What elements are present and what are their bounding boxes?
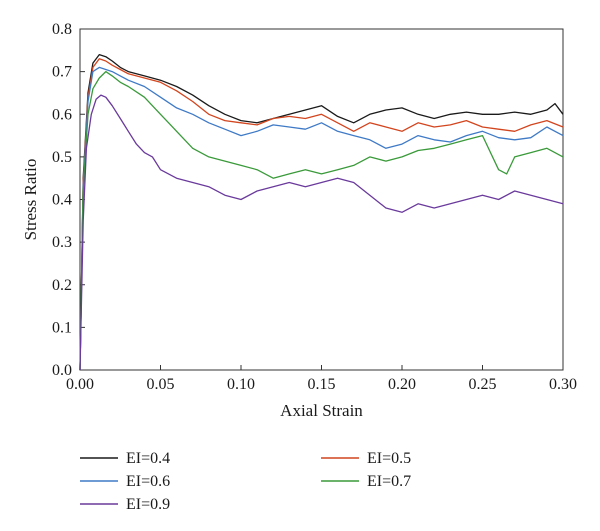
x-tick-label: 0.10 xyxy=(227,376,255,393)
legend-label: EI=0.9 xyxy=(126,496,170,513)
y-axis-title: Stress Ratio xyxy=(21,159,40,241)
y-tick-label: 0.8 xyxy=(52,21,72,38)
legend-label: EI=0.6 xyxy=(126,473,170,490)
y-tick-label: 0.3 xyxy=(52,234,72,251)
x-tick-label: 0.00 xyxy=(66,376,94,393)
y-tick-label: 0.0 xyxy=(52,362,72,379)
x-tick-label: 0.30 xyxy=(549,376,577,393)
legend-label: EI=0.5 xyxy=(367,450,411,467)
y-tick-label: 0.6 xyxy=(52,106,72,123)
legend-item: EI=0.7 xyxy=(321,473,411,490)
x-tick-label: 0.20 xyxy=(388,376,416,393)
series-line-ei-0-9 xyxy=(79,94,564,371)
y-tick-label: 0.1 xyxy=(52,319,72,336)
series-line-ei-0-6 xyxy=(79,66,564,371)
series-lines xyxy=(79,53,564,371)
x-tick-label: 0.15 xyxy=(308,376,336,393)
y-tick-label: 0.2 xyxy=(52,277,72,294)
x-tick-label: 0.25 xyxy=(469,376,497,393)
series-line-ei-0-5 xyxy=(79,58,564,371)
series-line-ei-0-4 xyxy=(79,53,564,371)
legend-label: EI=0.7 xyxy=(367,473,411,490)
x-axis-title: Axial Strain xyxy=(280,401,363,420)
legend-item: EI=0.5 xyxy=(321,450,411,467)
legend-item: EI=0.4 xyxy=(80,450,170,467)
legend-item: EI=0.9 xyxy=(80,496,170,513)
y-tick-label: 0.7 xyxy=(52,64,72,81)
x-tick-label: 0.05 xyxy=(147,376,175,393)
legend: EI=0.4 EI=0.5 EI=0.6 EI=0.7 EI=0.9 xyxy=(80,450,411,513)
y-tick-label: 0.4 xyxy=(52,192,72,209)
axes: 0.00 0.05 0.10 0.15 0.20 0.25 0.30 0.0 0.1 0.2 0.3… xyxy=(21,21,577,420)
legend-label: EI=0.4 xyxy=(126,450,170,467)
y-tick-label: 0.5 xyxy=(52,149,72,166)
series-line-ei-0-7 xyxy=(79,70,564,371)
legend-item: EI=0.6 xyxy=(80,473,170,490)
